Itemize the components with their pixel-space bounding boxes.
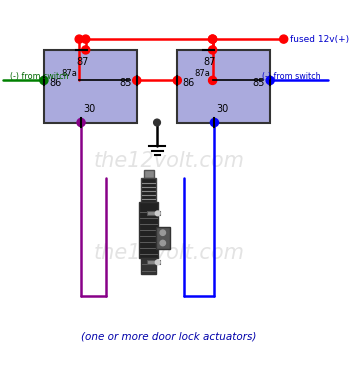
Circle shape <box>155 211 160 216</box>
Bar <box>44 50 137 122</box>
Circle shape <box>209 35 217 43</box>
Text: (-) from switch: (-) from switch <box>262 72 321 81</box>
Text: 87a: 87a <box>194 69 210 78</box>
Bar <box>177 50 270 122</box>
Circle shape <box>209 76 217 84</box>
Circle shape <box>173 76 182 84</box>
Bar <box>147 260 160 264</box>
Text: 86: 86 <box>182 78 194 88</box>
Text: (-) from switch: (-) from switch <box>10 72 69 81</box>
Circle shape <box>160 230 165 235</box>
Text: 87: 87 <box>76 57 88 67</box>
Bar <box>139 202 158 258</box>
Text: 30: 30 <box>217 104 229 114</box>
Circle shape <box>155 260 160 265</box>
Circle shape <box>266 76 274 84</box>
Circle shape <box>154 119 160 126</box>
Bar <box>156 227 170 249</box>
Bar <box>141 258 156 275</box>
Circle shape <box>75 35 83 43</box>
Bar <box>147 211 160 215</box>
Bar <box>141 178 156 202</box>
Text: (one or more door lock actuators): (one or more door lock actuators) <box>81 332 257 342</box>
Circle shape <box>280 35 288 43</box>
Circle shape <box>209 35 217 43</box>
Text: 85: 85 <box>253 78 265 88</box>
Circle shape <box>211 118 218 127</box>
Text: 85: 85 <box>120 78 132 88</box>
Circle shape <box>40 76 48 84</box>
Text: the12volt.com: the12volt.com <box>93 243 245 263</box>
Circle shape <box>209 46 217 54</box>
Circle shape <box>160 240 165 246</box>
Text: 30: 30 <box>83 104 96 114</box>
Text: 87: 87 <box>203 57 216 67</box>
Circle shape <box>133 76 141 84</box>
Circle shape <box>82 35 90 43</box>
Text: 86: 86 <box>49 78 61 88</box>
Circle shape <box>82 46 90 54</box>
Text: the12volt.com: the12volt.com <box>93 151 245 171</box>
Circle shape <box>77 118 85 127</box>
Bar <box>144 170 154 178</box>
Text: fused 12v(+): fused 12v(+) <box>290 35 349 44</box>
Text: 87a: 87a <box>61 69 77 78</box>
